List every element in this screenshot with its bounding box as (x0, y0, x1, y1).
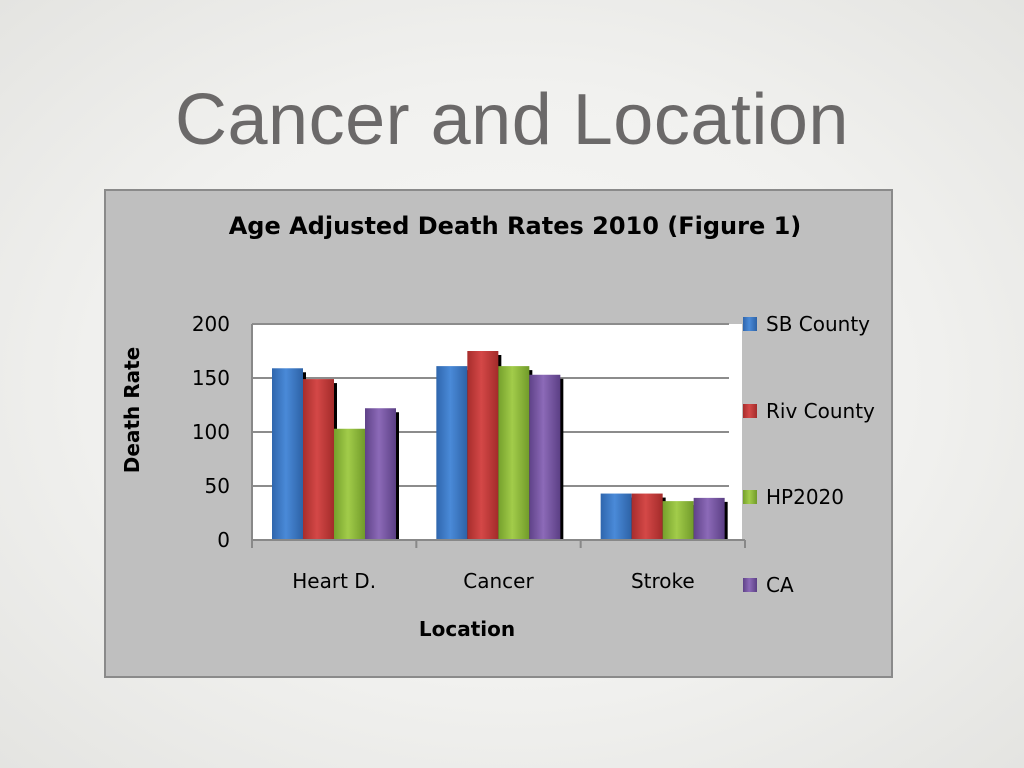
y-tick-label: 150 (192, 366, 230, 390)
legend-label: Riv County (766, 399, 875, 423)
bar-sb-county-cancer (436, 366, 468, 540)
bar-riv-county-cancer (467, 351, 499, 540)
x-axis-tick-labels: Heart D. Cancer Stroke (292, 569, 694, 593)
bar-riv-county-stroke (631, 493, 663, 540)
bars (272, 351, 728, 540)
legend-swatch (743, 578, 757, 592)
x-axis-title: Location (419, 617, 515, 641)
legend-swatch (743, 404, 757, 418)
legend-label: SB County (766, 312, 870, 336)
x-tick-label: Stroke (631, 569, 695, 593)
legend-label: HP2020 (766, 485, 844, 509)
chart-title: Age Adjusted Death Rates 2010 (Figure 1) (229, 212, 802, 240)
bar-riv-county-heart-d- (303, 379, 334, 540)
bar-hp2020-stroke (662, 501, 694, 540)
bar-ca-stroke (693, 497, 725, 540)
bar-sb-county-stroke (600, 493, 632, 540)
y-tick-label: 0 (217, 528, 230, 552)
legend-swatch (743, 490, 757, 504)
y-axis-title: Death Rate (120, 347, 144, 473)
slide-title: Cancer and Location (175, 80, 849, 160)
x-tick-label: Heart D. (292, 569, 376, 593)
y-axis-tick-labels: 0 50 100 150 200 (192, 312, 230, 552)
y-tick-label: 100 (192, 420, 230, 444)
legend-swatch (743, 317, 757, 331)
x-axis-ticks (251, 540, 746, 548)
y-tick-label: 50 (205, 474, 230, 498)
legend-label: CA (766, 573, 794, 597)
chart-frame: Age Adjusted Death Rates 2010 (Figure 1)… (104, 189, 893, 678)
legend: SB County Riv County HP2020 CA (743, 312, 875, 597)
bar-sb-county-heart-d- (272, 368, 303, 540)
bar-chart: Age Adjusted Death Rates 2010 (Figure 1)… (120, 212, 875, 641)
bar-ca-cancer (529, 374, 561, 540)
bar-hp2020-cancer (498, 366, 530, 540)
bar-hp2020-heart-d- (334, 428, 365, 540)
bar-ca-heart-d- (365, 408, 396, 540)
y-tick-label: 200 (192, 312, 230, 336)
x-tick-label: Cancer (463, 569, 534, 593)
